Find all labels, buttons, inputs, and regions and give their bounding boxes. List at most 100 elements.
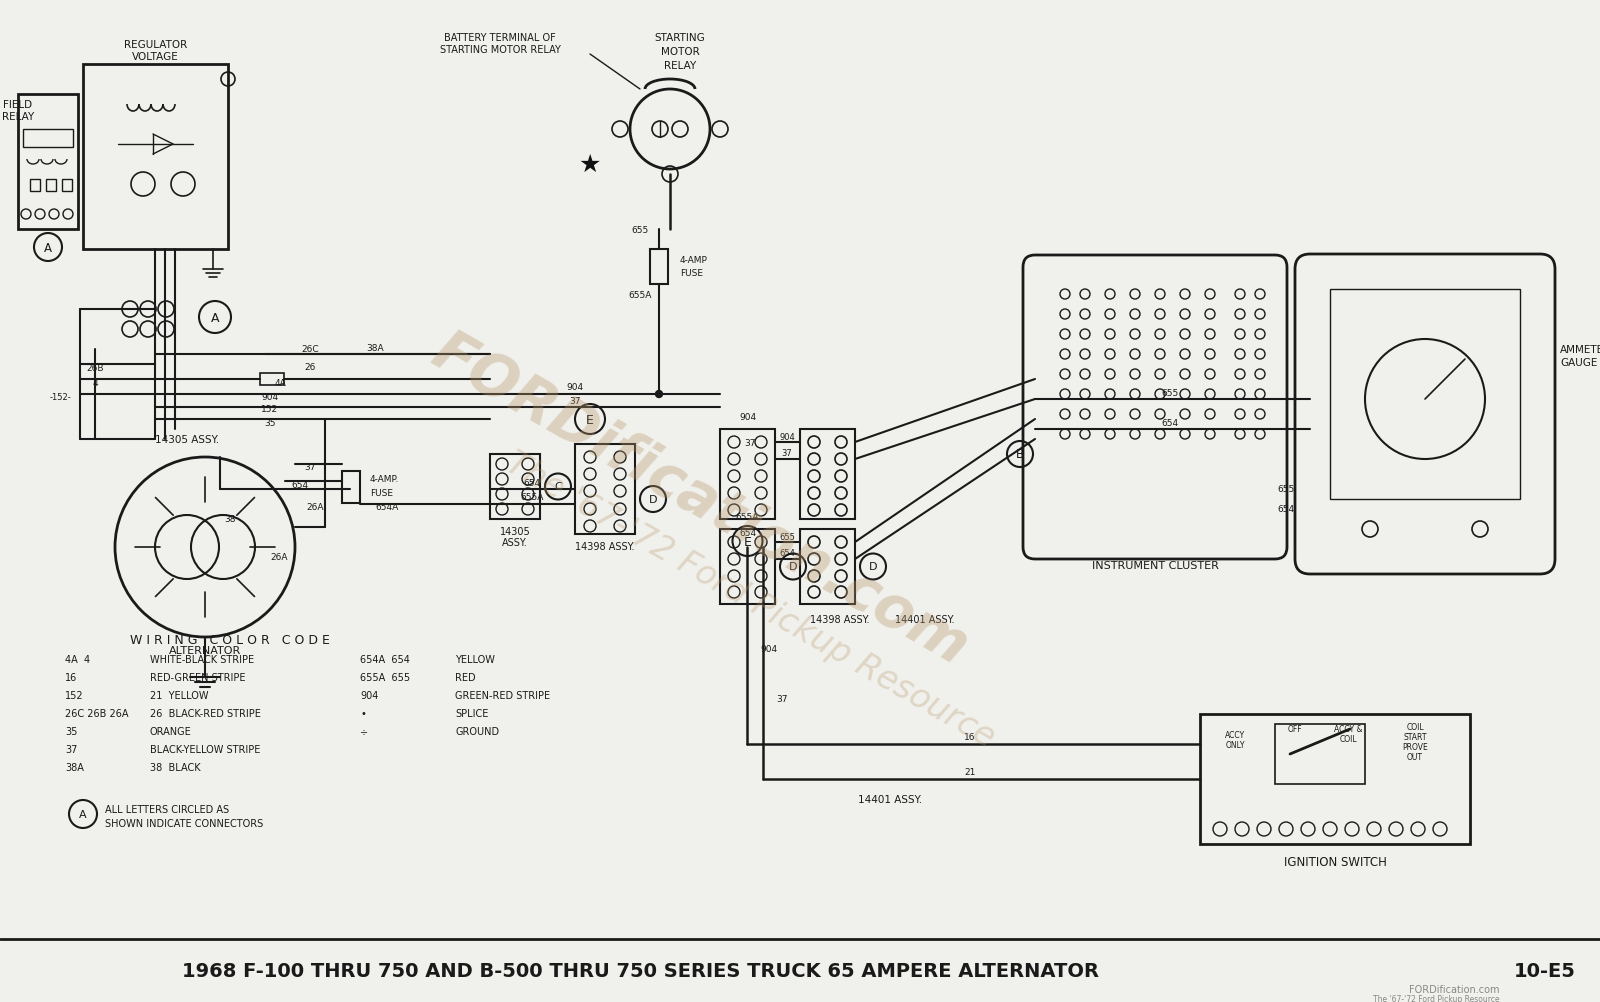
- Text: A: A: [78, 810, 86, 820]
- Bar: [650, 249, 669, 285]
- Text: 38: 38: [224, 515, 235, 524]
- Text: YELLOW: YELLOW: [454, 654, 494, 664]
- Text: ORANGE: ORANGE: [150, 726, 192, 736]
- Text: A: A: [211, 312, 219, 325]
- Bar: [720, 430, 774, 519]
- Text: 37: 37: [776, 694, 787, 703]
- Text: ALL LETTERS CIRCLED AS: ALL LETTERS CIRCLED AS: [106, 805, 229, 815]
- Text: -152-: -152-: [50, 392, 70, 401]
- Text: COIL: COIL: [1339, 734, 1357, 743]
- Text: INSTRUMENT CLUSTER: INSTRUMENT CLUSTER: [1091, 560, 1219, 570]
- Bar: [62, 179, 72, 191]
- Text: MOTOR: MOTOR: [661, 47, 699, 57]
- Text: 654: 654: [1162, 418, 1179, 427]
- Text: A: A: [45, 241, 51, 255]
- Text: 655: 655: [632, 225, 648, 234]
- Text: 26: 26: [304, 362, 315, 371]
- Text: •: •: [360, 708, 366, 718]
- Text: The '67-'72 Ford Pickup Resource: The '67-'72 Ford Pickup Resource: [1373, 995, 1501, 1002]
- Bar: [1200, 714, 1470, 844]
- Text: 37: 37: [570, 396, 581, 405]
- Text: D: D: [869, 562, 877, 572]
- Text: 21: 21: [965, 768, 976, 777]
- Bar: [800, 529, 854, 604]
- Text: 904: 904: [739, 413, 757, 422]
- Text: 37: 37: [744, 438, 757, 447]
- Text: 655: 655: [1162, 389, 1179, 398]
- Text: REGULATOR: REGULATOR: [123, 40, 187, 50]
- Text: 655: 655: [779, 532, 795, 541]
- Text: 655A: 655A: [520, 493, 544, 502]
- Text: 655A: 655A: [736, 513, 758, 522]
- Text: SHOWN INDICATE CONNECTORS: SHOWN INDICATE CONNECTORS: [106, 819, 264, 829]
- Text: 4: 4: [93, 378, 98, 387]
- Text: ALTERNATOR: ALTERNATOR: [170, 645, 242, 655]
- Text: ASSY.: ASSY.: [502, 537, 528, 547]
- Bar: [30, 179, 40, 191]
- Text: D: D: [648, 495, 658, 504]
- Text: GREEN-RED STRIPE: GREEN-RED STRIPE: [454, 690, 550, 700]
- Text: 38  BLACK: 38 BLACK: [150, 763, 200, 773]
- Text: 16: 16: [965, 732, 976, 741]
- Text: STARTING: STARTING: [654, 33, 706, 43]
- Text: 37: 37: [304, 463, 315, 472]
- Text: 38A: 38A: [366, 343, 384, 352]
- Text: W I R I N G   C O L O R   C O D E: W I R I N G C O L O R C O D E: [130, 633, 330, 646]
- Text: 14401 ASSY.: 14401 ASSY.: [858, 795, 922, 805]
- Text: 14398 ASSY.: 14398 ASSY.: [576, 541, 635, 551]
- Text: 26C 26B 26A: 26C 26B 26A: [66, 708, 128, 718]
- Text: ÷: ÷: [360, 726, 368, 736]
- Text: ONLY: ONLY: [1226, 739, 1245, 748]
- Text: GROUND: GROUND: [454, 726, 499, 736]
- Text: VOLTAGE: VOLTAGE: [133, 52, 179, 62]
- Text: FUSE: FUSE: [680, 269, 702, 278]
- Text: 1968 F-100 THRU 750 AND B-500 THRU 750 SERIES TRUCK 65 AMPERE ALTERNATOR: 1968 F-100 THRU 750 AND B-500 THRU 750 S…: [181, 962, 1099, 981]
- Bar: [18, 95, 78, 229]
- Text: 152: 152: [261, 405, 278, 414]
- Text: 152: 152: [66, 690, 83, 700]
- Bar: [1275, 724, 1365, 785]
- Text: 16: 16: [66, 672, 77, 682]
- Text: IGNITION SWITCH: IGNITION SWITCH: [1283, 856, 1387, 869]
- Text: The '67-'72 Ford Pickup Resource: The '67-'72 Ford Pickup Resource: [499, 446, 1000, 754]
- Bar: [800, 430, 854, 519]
- Bar: [259, 374, 285, 386]
- Text: 38A: 38A: [66, 763, 83, 773]
- Text: COIL: COIL: [1406, 721, 1424, 730]
- Text: OFF: OFF: [1288, 724, 1302, 733]
- Text: 4-AMP.: 4-AMP.: [370, 475, 400, 484]
- Text: D: D: [789, 562, 797, 572]
- Text: 904: 904: [760, 645, 778, 654]
- Text: BLACK-YELLOW STRIPE: BLACK-YELLOW STRIPE: [150, 744, 261, 755]
- Text: SPLICE: SPLICE: [454, 708, 488, 718]
- Text: RELAY: RELAY: [664, 61, 696, 71]
- Text: 14305: 14305: [499, 526, 530, 536]
- Text: 26B: 26B: [86, 363, 104, 372]
- Text: 904: 904: [779, 432, 795, 441]
- Bar: [490, 455, 541, 519]
- Text: 654: 654: [779, 549, 795, 558]
- Text: STARTING MOTOR RELAY: STARTING MOTOR RELAY: [440, 45, 560, 55]
- Text: 35: 35: [264, 418, 275, 427]
- Text: C: C: [554, 482, 562, 492]
- Text: 904: 904: [566, 383, 584, 392]
- Text: ACCY &: ACCY &: [1334, 724, 1362, 733]
- Text: OUT: OUT: [1406, 752, 1422, 761]
- Text: 655A: 655A: [629, 291, 651, 300]
- Text: 14305 ASSY.: 14305 ASSY.: [155, 435, 219, 445]
- Text: 26A: 26A: [270, 553, 288, 562]
- Text: BATTERY TERMINAL OF: BATTERY TERMINAL OF: [445, 33, 555, 43]
- Text: 904: 904: [261, 392, 278, 401]
- Text: 35: 35: [66, 726, 77, 736]
- Text: 4A: 4A: [274, 378, 286, 387]
- Bar: [720, 529, 774, 604]
- Text: ACCY: ACCY: [1226, 729, 1245, 738]
- Text: 654A  654: 654A 654: [360, 654, 410, 664]
- Bar: [46, 179, 56, 191]
- Text: RELAY: RELAY: [2, 112, 34, 122]
- Text: 26C: 26C: [301, 344, 318, 353]
- Text: 14398 ASSY.: 14398 ASSY.: [810, 614, 869, 624]
- Text: 10-E5: 10-E5: [1514, 962, 1576, 981]
- Text: GAUGE: GAUGE: [1560, 358, 1597, 368]
- Text: 37: 37: [782, 449, 792, 458]
